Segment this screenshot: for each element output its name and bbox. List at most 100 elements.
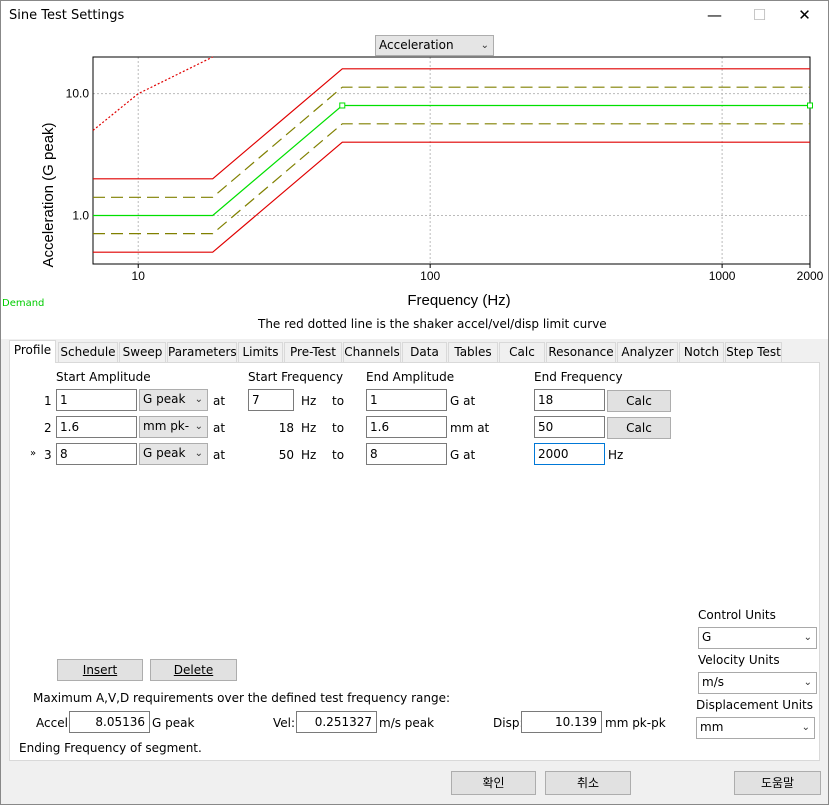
tab-schedule[interactable]: Schedule xyxy=(58,342,118,362)
title-bar: Sine Test Settings — ☐ ✕ xyxy=(0,0,829,31)
tab-calc[interactable]: Calc xyxy=(499,342,545,362)
end-unit-label: G at xyxy=(450,448,476,462)
ok-button[interactable]: 확인 xyxy=(451,771,536,795)
tab-sweep[interactable]: Sweep xyxy=(119,342,166,362)
demand-point xyxy=(339,102,346,109)
view-select[interactable]: Acceleration ⌄ xyxy=(375,35,494,56)
start-frequency-value: 18 xyxy=(278,421,294,435)
status-text: Ending Frequency of segment. xyxy=(19,741,202,755)
tab-resonance[interactable]: Resonance xyxy=(546,342,616,362)
chart-area: Acceleration ⌄ 10 100 1000 2000 10.0 1.0 Freq… xyxy=(0,31,829,339)
chevron-down-icon: ⌄ xyxy=(801,722,810,733)
to-label: to xyxy=(332,421,345,435)
limit-curve-note: The red dotted line is the shaker accel/… xyxy=(258,317,607,331)
chevron-down-icon: ⌄ xyxy=(194,448,203,459)
at-label: at xyxy=(213,448,226,462)
end-frequency-input[interactable]: 2000 xyxy=(534,443,605,465)
row-number: 1 xyxy=(44,394,52,408)
maximize-button[interactable]: ☐ xyxy=(737,0,782,31)
insert-button[interactable]: Insert xyxy=(57,659,143,681)
tab-data[interactable]: Data xyxy=(402,342,447,362)
view-select-value: Acceleration xyxy=(379,38,454,52)
minimize-button[interactable]: — xyxy=(692,0,737,31)
displacement-units-select[interactable]: mm ⌄ xyxy=(696,717,815,739)
delete-button[interactable]: Delete xyxy=(150,659,237,681)
tab-profile[interactable]: Profile xyxy=(9,340,56,363)
end-frequency-input[interactable]: 18 xyxy=(534,389,605,411)
hz-label: Hz xyxy=(608,448,624,462)
start-amplitude-input[interactable]: 1.6 xyxy=(56,416,137,438)
at-label: at xyxy=(213,394,226,408)
row-number: 2 xyxy=(44,421,52,435)
row-number: 3 xyxy=(44,448,52,462)
cancel-button[interactable]: 취소 xyxy=(545,771,631,795)
end-unit-label: G at xyxy=(450,394,476,408)
to-label: to xyxy=(332,394,345,408)
tab-step-test[interactable]: Step Test xyxy=(725,342,782,362)
profile-panel: Start Amplitude Start Frequency End Ampl… xyxy=(9,362,820,761)
close-button[interactable]: ✕ xyxy=(782,0,827,31)
chevron-down-icon: ⌄ xyxy=(194,421,203,432)
end-amplitude-header: End Amplitude xyxy=(366,370,455,384)
end-amplitude-input[interactable]: 1.6 xyxy=(366,416,447,438)
help-button[interactable]: 도움말 xyxy=(734,771,821,795)
tab-notch[interactable]: Notch xyxy=(679,342,724,362)
window-title: Sine Test Settings xyxy=(9,8,125,23)
x-tick-label: 1000 xyxy=(709,269,736,283)
hz-label: Hz xyxy=(301,394,317,408)
disp-value: 10.139 xyxy=(521,711,602,733)
accel-value: 8.05136 xyxy=(69,711,150,733)
start-frequency-header: Start Frequency xyxy=(248,370,344,384)
series-line-1 xyxy=(92,56,213,131)
chevron-down-icon: ⌄ xyxy=(803,677,812,688)
tab-analyzer[interactable]: Analyzer xyxy=(617,342,678,362)
calc-button[interactable]: Calc xyxy=(607,417,671,439)
tab-tables[interactable]: Tables xyxy=(448,342,498,362)
x-axis-label: Frequency (Hz) xyxy=(407,292,510,309)
tab-limits[interactable]: Limits xyxy=(238,342,283,362)
at-label: at xyxy=(213,421,226,435)
end-frequency-input[interactable]: 50 xyxy=(534,416,605,438)
velocity-units-label: Velocity Units xyxy=(698,653,780,667)
acceleration-chart: 10 100 1000 2000 10.0 1.0 Frequency (Hz) Acce… xyxy=(40,56,824,309)
tab-channels[interactable]: Channels xyxy=(343,342,401,362)
y-tick-label: 1.0 xyxy=(72,209,89,223)
end-unit-label: mm at xyxy=(450,421,490,435)
hz-label: Hz xyxy=(301,448,317,462)
close-icon: ✕ xyxy=(798,6,811,24)
amplitude-unit-select[interactable]: mm pk- ⌄ xyxy=(139,416,208,438)
start-amplitude-input[interactable]: 1 xyxy=(56,389,137,411)
demand-point xyxy=(807,102,813,109)
amplitude-unit-select[interactable]: G peak ⌄ xyxy=(139,389,208,411)
amplitude-unit-select[interactable]: G peak ⌄ xyxy=(139,443,208,465)
series-line-6 xyxy=(93,141,810,253)
x-tick-label: 10 xyxy=(132,269,146,283)
y-tick-label: 10.0 xyxy=(66,87,90,101)
chevron-down-icon: ⌄ xyxy=(194,394,203,405)
y-axis-label: Acceleration (G peak) xyxy=(40,122,57,267)
start-frequency-input[interactable]: 7 xyxy=(248,389,294,411)
max-requirements-label: Maximum A,V,D requirements over the defi… xyxy=(33,691,451,705)
control-units-select[interactable]: G ⌄ xyxy=(698,627,817,649)
start-amplitude-header: Start Amplitude xyxy=(56,370,151,384)
tab-parameters[interactable]: Parameters xyxy=(167,342,237,362)
disp-unit: mm pk-pk xyxy=(605,716,666,730)
start-amplitude-input[interactable]: 8 xyxy=(56,443,137,465)
current-row-marker: » xyxy=(30,448,37,459)
disp-label: Disp: xyxy=(493,716,524,730)
start-frequency-value: 50 xyxy=(278,448,294,462)
calc-button[interactable]: Calc xyxy=(607,390,671,412)
vel-label: Vel: xyxy=(273,716,296,730)
accel-label: Accel: xyxy=(36,716,72,730)
vel-unit: m/s peak xyxy=(379,716,435,730)
chevron-down-icon: ⌄ xyxy=(480,40,489,51)
chevron-down-icon: ⌄ xyxy=(803,632,812,643)
displacement-units-label: Displacement Units xyxy=(696,698,813,712)
series-line-5 xyxy=(93,123,810,235)
series-line-2 xyxy=(93,68,810,180)
velocity-units-select[interactable]: m/s ⌄ xyxy=(698,672,817,694)
x-tick-label: 100 xyxy=(420,269,440,283)
end-amplitude-input[interactable]: 1 xyxy=(366,389,447,411)
tab-pre-test[interactable]: Pre-Test xyxy=(284,342,342,362)
end-amplitude-input[interactable]: 8 xyxy=(366,443,447,465)
